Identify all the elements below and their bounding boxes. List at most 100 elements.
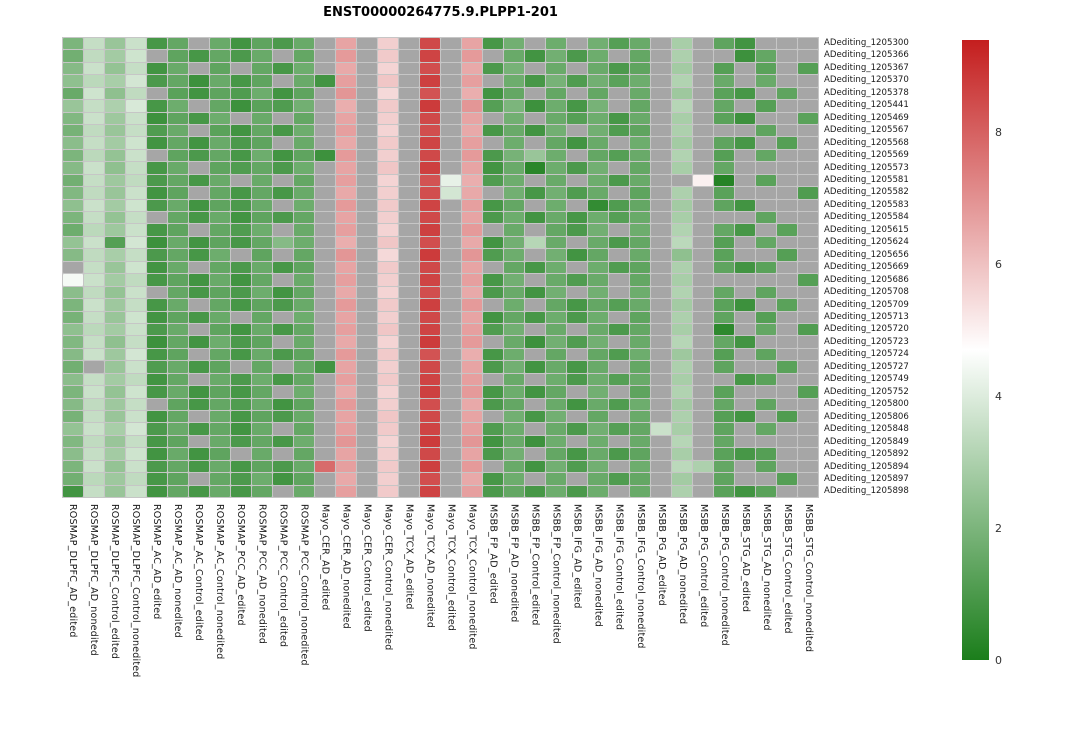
- row-label: ADediting_1205898: [824, 486, 909, 497]
- heatmap-cell: [546, 38, 566, 50]
- heatmap-cell: [210, 435, 230, 448]
- heatmap-cell: [147, 38, 167, 50]
- heatmap-cell: [399, 311, 419, 323]
- heatmap-cell: [735, 38, 755, 50]
- heatmap-cell: [84, 249, 104, 261]
- heatmap-cell: [798, 137, 818, 149]
- heatmap-cell: [462, 62, 482, 75]
- heatmap-cell: [252, 485, 272, 497]
- heatmap-cell: [693, 448, 713, 460]
- heatmap-cell: [336, 187, 356, 199]
- heatmap-cell: [588, 224, 608, 236]
- heatmap-cell: [630, 423, 650, 435]
- heatmap-cell: [777, 162, 797, 174]
- heatmap-cell: [567, 62, 587, 75]
- heatmap-cell: [756, 398, 776, 410]
- heatmap-cell: [336, 410, 356, 423]
- heatmap-cell: [546, 125, 566, 137]
- heatmap-cell: [441, 224, 461, 236]
- heatmap-cell: [378, 423, 398, 435]
- heatmap-cell: [273, 261, 293, 274]
- row-label: ADediting_1205848: [824, 424, 909, 435]
- heatmap-cell: [420, 187, 440, 199]
- heatmap-cell: [210, 162, 230, 174]
- heatmap-cell: [714, 473, 734, 485]
- heatmap-cell: [525, 286, 545, 299]
- heatmap-cell: [777, 187, 797, 199]
- heatmap-cell: [105, 100, 125, 112]
- heatmap-cell: [252, 373, 272, 386]
- heatmap-cell: [273, 87, 293, 100]
- heatmap-cell: [210, 199, 230, 212]
- heatmap-cell: [672, 149, 692, 162]
- heatmap-cell: [546, 423, 566, 435]
- heatmap-cell: [420, 87, 440, 100]
- heatmap-cell: [315, 398, 335, 410]
- row-label: ADediting_1205686: [824, 274, 909, 285]
- column-labels: ROSMAP_DLPFC_AD_edited ROSMAP_DLPFC_AD_no…: [62, 502, 819, 748]
- heatmap-cell: [189, 373, 209, 386]
- heatmap-cell: [798, 112, 818, 125]
- heatmap-cell: [588, 261, 608, 274]
- heatmap-cell: [420, 323, 440, 336]
- heatmap-cell: [777, 386, 797, 398]
- heatmap-cell: [252, 249, 272, 261]
- heatmap-cell: [357, 274, 377, 286]
- heatmap-cell: [294, 435, 314, 448]
- heatmap-cell: [294, 448, 314, 460]
- heatmap-cell: [84, 423, 104, 435]
- heatmap-cell: [378, 373, 398, 386]
- heatmap-cell: [798, 100, 818, 112]
- heatmap-cell: [315, 75, 335, 87]
- heatmap-cell: [231, 149, 251, 162]
- heatmap-cell: [231, 460, 251, 473]
- heatmap-cell: [588, 410, 608, 423]
- heatmap-cell: [63, 174, 83, 187]
- heatmap-cell: [504, 373, 524, 386]
- heatmap-cell: [546, 75, 566, 87]
- heatmap-cell: [399, 174, 419, 187]
- heatmap-cell: [336, 274, 356, 286]
- heatmap-cell: [231, 274, 251, 286]
- heatmap-cell: [714, 286, 734, 299]
- heatmap-cell: [609, 50, 629, 62]
- heatmap-cell: [189, 224, 209, 236]
- heatmap-cell: [273, 299, 293, 311]
- heatmap-cell: [714, 87, 734, 100]
- heatmap-cell: [756, 435, 776, 448]
- heatmap-cell: [609, 261, 629, 274]
- heatmap-cell: [231, 100, 251, 112]
- heatmap-cell: [63, 261, 83, 274]
- heatmap-cell: [63, 62, 83, 75]
- heatmap-cell: [147, 199, 167, 212]
- heatmap-cell: [210, 62, 230, 75]
- heatmap-cell: [252, 286, 272, 299]
- heatmap-cell: [399, 125, 419, 137]
- heatmap-cell: [798, 373, 818, 386]
- heatmap-cell: [651, 361, 671, 373]
- heatmap-cell: [483, 448, 503, 460]
- heatmap-cell: [315, 137, 335, 149]
- heatmap-cell: [210, 286, 230, 299]
- heatmap-cell: [756, 448, 776, 460]
- heatmap-cell: [210, 149, 230, 162]
- heatmap-cell: [567, 261, 587, 274]
- heatmap-cell: [714, 261, 734, 274]
- heatmap-cell: [546, 236, 566, 249]
- heatmap-cell: [546, 87, 566, 100]
- heatmap-cell: [483, 187, 503, 199]
- heatmap-cell: [651, 137, 671, 149]
- heatmap-cell: [714, 249, 734, 261]
- heatmap-cell: [798, 187, 818, 199]
- heatmap-cell: [357, 261, 377, 274]
- heatmap-cell: [126, 299, 146, 311]
- heatmap-cell: [105, 137, 125, 149]
- heatmap-cell: [483, 38, 503, 50]
- heatmap-cell: [63, 87, 83, 100]
- heatmap-cell: [483, 236, 503, 249]
- heatmap-cell: [567, 336, 587, 348]
- heatmap-cell: [462, 386, 482, 398]
- heatmap-cell: [777, 473, 797, 485]
- heatmap-cell: [189, 311, 209, 323]
- heatmap-cell: [147, 423, 167, 435]
